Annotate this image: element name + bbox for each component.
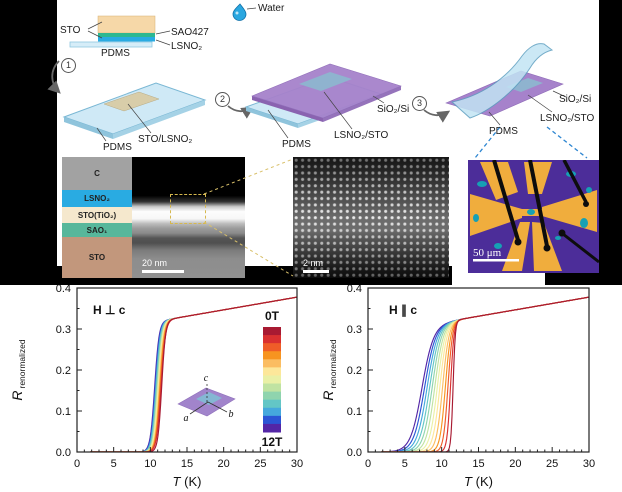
scalebar-50um-bar <box>473 259 519 262</box>
scalebar-20nm: 20 nm <box>142 258 184 273</box>
scalebar-20nm-bar <box>142 270 184 273</box>
scalebar-2nm-bar <box>303 270 329 273</box>
stack-lsno-layer <box>98 37 155 42</box>
film-square-3 <box>506 78 543 92</box>
pdms2-leader-line <box>267 109 289 139</box>
panel1-pdms-label: PDMS <box>103 142 132 153</box>
pdms-slab-top <box>62 82 207 135</box>
layer-sto-tio2: STO(TiO₂) <box>62 207 132 223</box>
scalebar-2nm-text: 2 nm <box>303 258 324 268</box>
water-label: Water <box>258 3 285 14</box>
panel3-pdms-label: PDMS <box>489 126 518 137</box>
sub2-leader-line <box>372 95 385 104</box>
step2-badge: 2 <box>215 92 230 107</box>
pdms1-leader-line <box>96 127 107 142</box>
stack-sto-block <box>97 15 156 34</box>
film-square-1 <box>103 91 160 112</box>
chart-h-perp-c <box>0 285 311 492</box>
layer-lsno2: LSNO₂ <box>62 190 132 207</box>
pdms3-leader-line <box>488 111 501 126</box>
stack-pdms-slab <box>69 41 153 48</box>
device-panel: 50 μm <box>468 159 600 273</box>
scalebar-2nm: 2 nm <box>303 258 329 273</box>
scalebar-20nm-text: 20 nm <box>142 258 168 268</box>
pdms-peel-sheet <box>450 43 554 119</box>
water-leader-line <box>246 7 257 10</box>
tem-panel-atomic: 2 nm <box>293 157 449 278</box>
panel3-film-label: LSNO₂/STO <box>540 113 595 124</box>
panel2-pdms-label: PDMS <box>282 139 311 150</box>
scalebar-50um-text: 50 μm <box>473 247 502 259</box>
pdms2-slab-side <box>298 94 381 128</box>
sao-leader-line <box>155 30 171 35</box>
film3-leader-line <box>527 94 553 113</box>
pdms2-slab-top <box>244 76 383 125</box>
stack-sao-layer <box>98 33 155 37</box>
stack-pdms-label: PDMS <box>101 48 130 59</box>
sto-leader-lines <box>87 21 103 39</box>
film2-leader-line <box>323 91 353 130</box>
sto-label: STO <box>60 25 81 36</box>
panel2-substrate-label: SiO₂/Si <box>377 104 410 115</box>
zoom-highlight-box <box>170 194 206 224</box>
step3-badge: 3 <box>412 96 427 111</box>
sio2-slab-front <box>252 96 323 122</box>
pdms-slab-front <box>64 117 113 139</box>
panel3-substrate-label: SiO₂/Si <box>559 94 592 105</box>
layer-sto: STO <box>62 237 132 278</box>
device-micrograph: 50 μm <box>468 159 600 273</box>
layer-sao: SAO₁ <box>62 223 132 237</box>
layer-legend: C LSNO₂ STO(TiO₂) SAO₁ STO <box>62 157 132 278</box>
step3-arrow-icon <box>423 109 451 123</box>
black-band-bottom-right <box>545 270 622 287</box>
layer-c: C <box>62 157 132 190</box>
panel2-film-label: LSNO₂/STO <box>334 130 389 141</box>
sao427-label: SAO427 <box>171 27 209 38</box>
droplet-highlight <box>235 11 239 15</box>
probe-tips <box>514 201 589 252</box>
tem-panel-left: C LSNO₂ STO(TiO₂) SAO₁ STO 20 nm <box>62 157 245 278</box>
water-droplet-icon <box>232 3 247 21</box>
lsno2-label: LSNO₂ <box>171 41 203 52</box>
pdms2-slab-front <box>246 107 298 128</box>
probe-needles <box>492 159 600 264</box>
black-strip-left <box>0 0 57 285</box>
sio3-slab-top <box>445 70 564 117</box>
film1-leader-line <box>127 103 152 134</box>
panel1-film-label: STO/LSNO₂ <box>138 134 193 145</box>
step1-badge: 1 <box>61 58 76 73</box>
film-square-2 <box>299 72 352 91</box>
lsno-leader-line <box>155 39 171 46</box>
chart-h-parallel-c <box>311 285 622 492</box>
step2-arrow-icon <box>227 105 255 119</box>
black-strip-right <box>599 0 622 287</box>
